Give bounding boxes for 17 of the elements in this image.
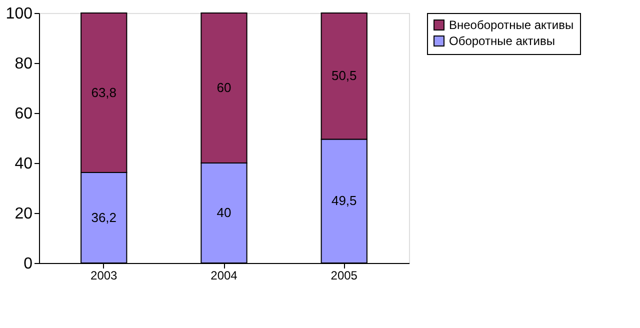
x-tick-label: 2005	[330, 268, 358, 282]
y-tick-label: 80	[14, 56, 33, 72]
y-tick-label: 100	[6, 6, 33, 22]
x-tick-label: 2004	[210, 268, 238, 282]
y-tick-label: 60	[14, 106, 33, 122]
data-label: 36,2	[91, 210, 117, 225]
data-label: 60	[216, 80, 232, 95]
data-label: 40	[216, 205, 232, 220]
y-tick-label: 40	[14, 156, 33, 172]
data-label: 49,5	[331, 193, 357, 208]
data-label: 50,5	[331, 68, 357, 84]
data-label: 63,8	[91, 84, 117, 100]
y-tick-label: 0	[24, 256, 33, 272]
x-tick-label: 2003	[90, 268, 118, 282]
legend-label: Оборотные активы	[449, 34, 555, 48]
y-tick-label: 20	[14, 206, 33, 222]
legend-label: Внеоборотные активы	[449, 18, 574, 32]
